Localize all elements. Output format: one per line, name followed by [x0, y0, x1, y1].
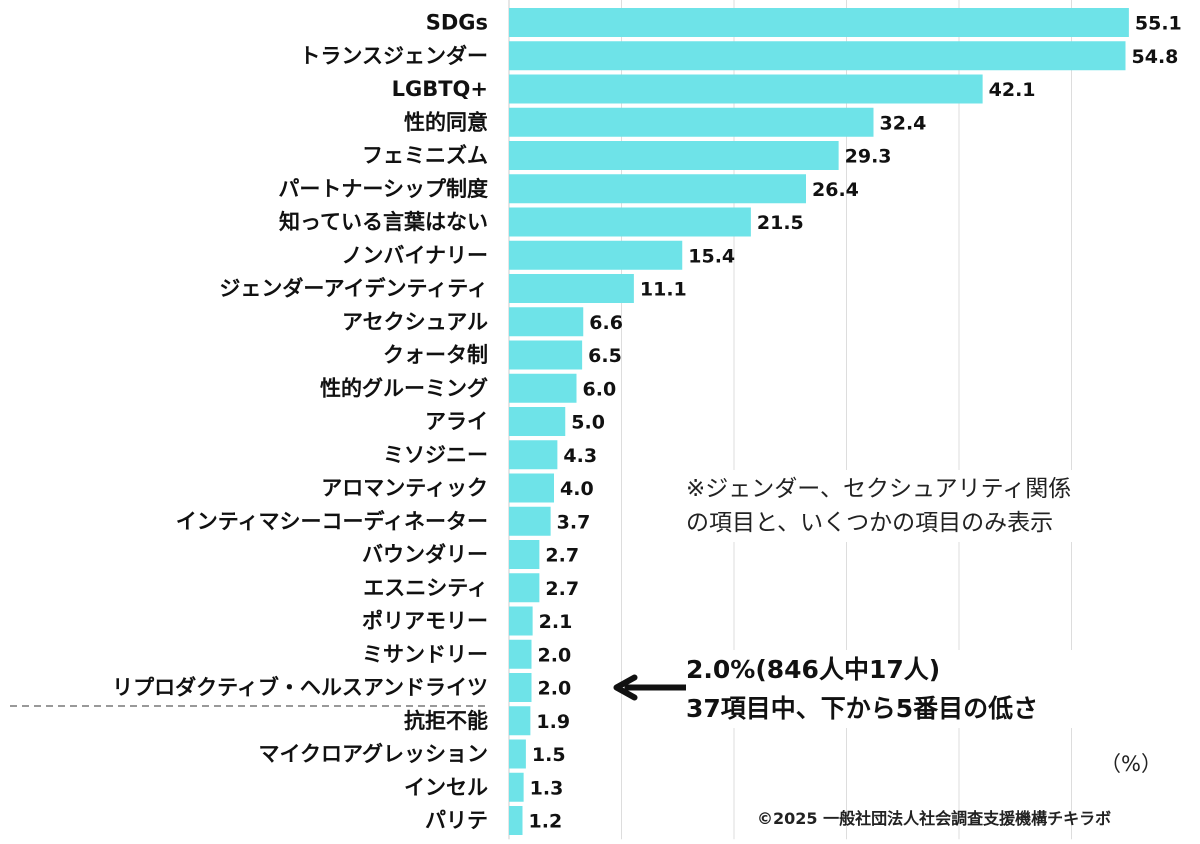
bar-24 [509, 806, 523, 835]
category-label-7: ノンバイナリー [341, 243, 488, 267]
category-label-22: マイクロアグレッション [258, 742, 488, 766]
value-label-19: 2.0 [538, 644, 572, 666]
bar-0 [509, 8, 1129, 37]
bar-6 [509, 207, 751, 237]
bar-17 [509, 573, 540, 603]
bar-10 [509, 340, 583, 370]
bar-13 [509, 440, 558, 470]
value-label-0: 55.1 [1135, 13, 1182, 35]
bar-7 [509, 240, 683, 270]
value-label-1: 54.8 [1132, 46, 1179, 68]
value-label-3: 32.4 [880, 112, 927, 134]
bar-8 [509, 274, 634, 303]
value-label-15: 3.7 [557, 511, 591, 533]
value-label-2: 42.1 [989, 79, 1036, 101]
category-label-0: SDGs [426, 11, 488, 35]
category-label-9: アセクシュアル [342, 310, 488, 334]
value-label-21: 1.9 [536, 711, 570, 733]
category-label-4: フェミニズム [362, 144, 488, 168]
bar-19 [509, 639, 532, 669]
chart-note: ※ジェンダー、セクシュアリティ関係 の項目と、いくつかの項目のみ表示 [686, 470, 1196, 542]
bar-4 [509, 141, 839, 170]
value-label-16: 2.7 [545, 545, 579, 567]
category-label-17: エスニシティ [363, 576, 488, 600]
value-label-14: 4.0 [560, 478, 594, 500]
value-label-10: 6.5 [588, 345, 622, 367]
bar-5 [509, 174, 806, 204]
bar-21 [509, 706, 531, 736]
source-credit: ©2025 一般社団法人社会調査支援機構チキラボ [757, 809, 1112, 828]
value-label-23: 1.3 [530, 777, 564, 799]
category-label-12: アライ [425, 410, 488, 434]
callout-line-2: 37項目中、下から5番目の低さ [686, 694, 1039, 723]
bar-14 [509, 473, 554, 503]
note-line-2: の項目と、いくつかの項目のみ表示 [686, 510, 1054, 536]
callout-line-1: 2.0%(846人中17人) [686, 655, 941, 684]
value-label-13: 4.3 [563, 445, 597, 467]
value-label-4: 29.3 [845, 146, 892, 168]
category-label-1: トランスジェンダー [299, 44, 488, 68]
category-label-6: 知っている言葉はない [279, 210, 488, 234]
value-label-12: 5.0 [571, 412, 605, 434]
bar-1 [509, 41, 1126, 71]
value-label-17: 2.7 [545, 578, 579, 600]
value-label-8: 11.1 [640, 279, 687, 301]
bar-12 [509, 407, 566, 436]
bar-22 [509, 739, 526, 769]
bar-16 [509, 540, 540, 569]
value-label-5: 26.4 [812, 179, 859, 201]
category-label-14: アロマンティック [321, 476, 488, 500]
category-label-20: リプロダクティブ・ヘルスアンドライツ [112, 676, 488, 700]
category-label-11: 性的グルーミング [320, 376, 488, 400]
bar-3 [509, 107, 874, 137]
category-label-23: インセル [404, 775, 488, 799]
bar-18 [509, 606, 533, 636]
value-label-9: 6.6 [589, 312, 623, 334]
value-label-20: 2.0 [538, 678, 572, 700]
value-label-22: 1.5 [532, 744, 566, 766]
bar-9 [509, 307, 584, 337]
category-label-16: バウンダリー [362, 543, 488, 567]
category-label-8: ジェンダーアイデンティティ [219, 277, 488, 301]
note-line-1: ※ジェンダー、セクシュアリティ関係 [686, 476, 1072, 502]
category-label-15: インティマシーコーディネーター [176, 509, 488, 533]
value-label-7: 15.4 [688, 245, 735, 267]
category-label-19: ミサンドリー [362, 642, 488, 666]
bar-2 [509, 74, 983, 104]
category-label-10: クォータ制 [383, 343, 488, 367]
category-label-24: パリテ [425, 809, 488, 833]
left-arrow-icon [613, 674, 687, 701]
category-label-13: ミソジニー [383, 443, 488, 467]
bar-15 [509, 506, 551, 536]
unit-label: （%） [1100, 752, 1162, 776]
value-label-11: 6.0 [583, 378, 617, 400]
category-label-18: ポリアモリー [362, 609, 488, 633]
bar-23 [509, 772, 524, 802]
bar-11 [509, 373, 577, 403]
value-label-6: 21.5 [757, 212, 804, 234]
category-label-5: パートナーシップ制度 [278, 177, 488, 201]
value-label-24: 1.2 [529, 811, 563, 833]
category-label-2: LGBTQ+ [392, 77, 488, 101]
category-label-21: 抗拒不能 [404, 709, 488, 733]
category-label-3: 性的同意 [404, 110, 488, 134]
value-label-18: 2.1 [539, 611, 573, 633]
bar-20 [509, 673, 532, 702]
highlight-callout: 2.0%(846人中17人) 37項目中、下から5番目の低さ [686, 650, 1191, 728]
